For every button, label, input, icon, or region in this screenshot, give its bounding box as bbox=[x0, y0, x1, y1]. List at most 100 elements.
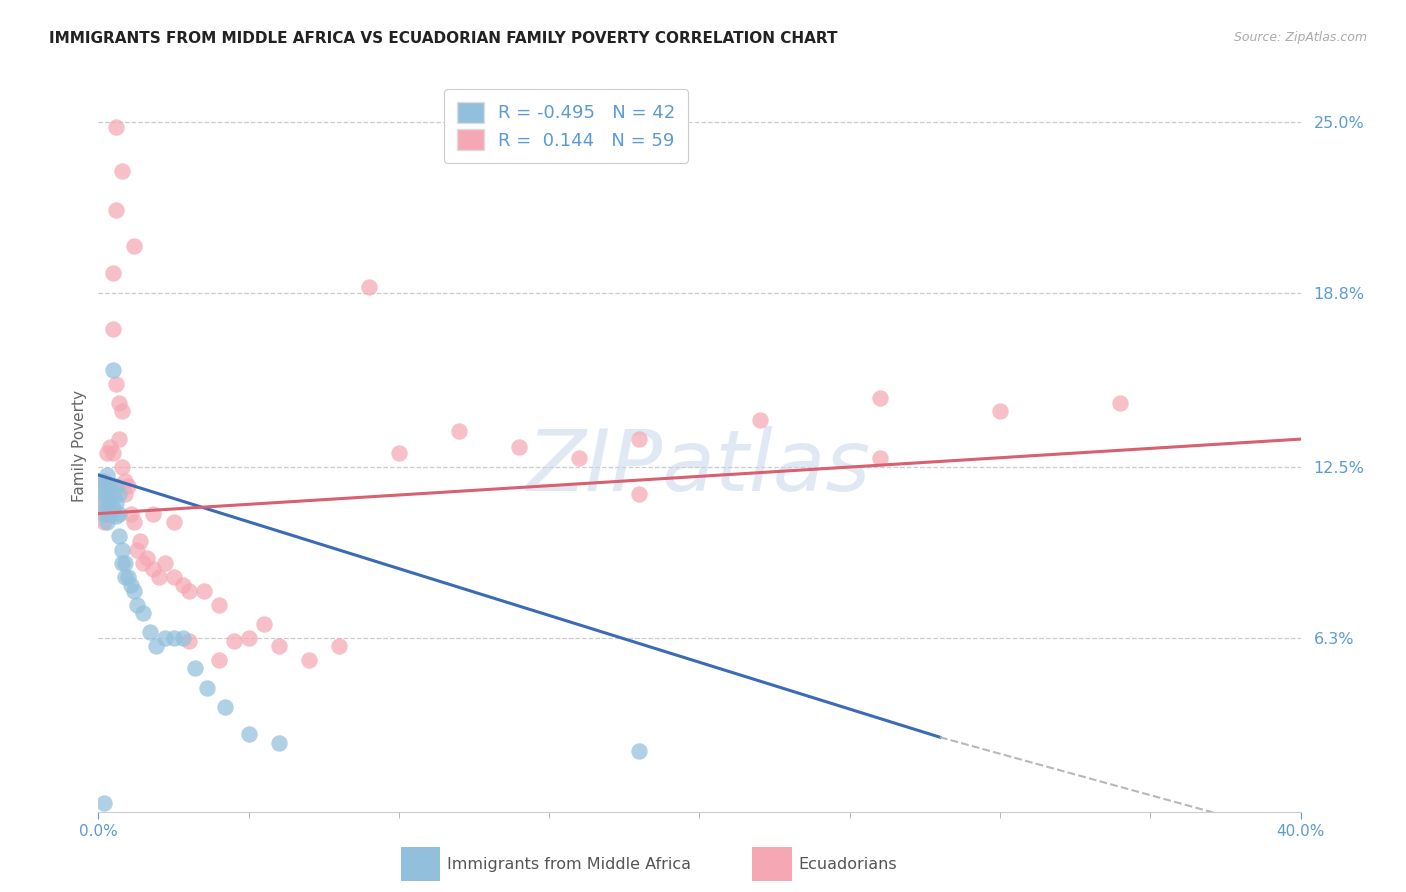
Point bbox=[100, 507, 122, 521]
Point bbox=[93, 797, 115, 811]
Point bbox=[103, 487, 125, 501]
Legend: R = -0.495   N = 42, R =  0.144   N = 59: R = -0.495 N = 42, R = 0.144 N = 59 bbox=[444, 89, 688, 162]
Point bbox=[172, 578, 194, 592]
Point bbox=[388, 446, 411, 460]
Point bbox=[208, 653, 231, 667]
Point bbox=[93, 515, 115, 529]
Text: ZIPatlas: ZIPatlas bbox=[527, 426, 872, 509]
Point bbox=[298, 653, 321, 667]
Point bbox=[447, 424, 470, 438]
Text: Ecuadorians: Ecuadorians bbox=[799, 857, 897, 871]
Y-axis label: Family Poverty: Family Poverty bbox=[72, 390, 87, 502]
Point bbox=[988, 404, 1011, 418]
Point bbox=[127, 542, 149, 557]
Point bbox=[253, 617, 276, 632]
Point bbox=[628, 744, 651, 758]
Point bbox=[195, 681, 218, 695]
Point bbox=[508, 441, 530, 455]
Point bbox=[135, 550, 157, 565]
Point bbox=[96, 446, 118, 460]
Point bbox=[121, 578, 143, 592]
Point bbox=[357, 280, 380, 294]
Point bbox=[100, 479, 122, 493]
Point bbox=[869, 451, 891, 466]
Point bbox=[193, 583, 215, 598]
Point bbox=[96, 479, 118, 493]
Point bbox=[1109, 396, 1132, 410]
Point bbox=[93, 487, 115, 501]
Point bbox=[124, 239, 146, 253]
Point bbox=[93, 474, 115, 488]
Point bbox=[111, 542, 134, 557]
Point bbox=[208, 598, 231, 612]
Point bbox=[129, 534, 152, 549]
Point bbox=[108, 432, 131, 446]
Text: IMMIGRANTS FROM MIDDLE AFRICA VS ECUADORIAN FAMILY POVERTY CORRELATION CHART: IMMIGRANTS FROM MIDDLE AFRICA VS ECUADOR… bbox=[49, 31, 838, 46]
Point bbox=[100, 479, 122, 493]
Point bbox=[141, 562, 163, 576]
Point bbox=[132, 606, 155, 620]
Point bbox=[111, 404, 134, 418]
Point bbox=[103, 267, 125, 281]
Point bbox=[141, 507, 163, 521]
Point bbox=[103, 321, 125, 335]
Point bbox=[108, 507, 131, 521]
Point bbox=[90, 492, 112, 507]
Point bbox=[267, 639, 290, 653]
Point bbox=[105, 120, 128, 135]
Point bbox=[96, 501, 118, 516]
Point bbox=[96, 487, 118, 501]
Point bbox=[148, 570, 170, 584]
Point bbox=[111, 557, 134, 571]
Point bbox=[177, 633, 200, 648]
Point bbox=[105, 509, 128, 524]
Point bbox=[103, 501, 125, 516]
Point bbox=[238, 727, 260, 741]
Point bbox=[222, 633, 245, 648]
Point bbox=[93, 507, 115, 521]
Point bbox=[568, 451, 591, 466]
Point bbox=[90, 474, 112, 488]
Point bbox=[108, 529, 131, 543]
Point bbox=[121, 507, 143, 521]
Text: Source: ZipAtlas.com: Source: ZipAtlas.com bbox=[1233, 31, 1367, 45]
Point bbox=[162, 631, 184, 645]
Point bbox=[100, 495, 122, 509]
Point bbox=[328, 639, 350, 653]
Point bbox=[153, 631, 176, 645]
Point bbox=[114, 487, 136, 501]
Point bbox=[111, 459, 134, 474]
Point bbox=[90, 501, 112, 516]
Point bbox=[238, 631, 260, 645]
Point bbox=[114, 474, 136, 488]
Point bbox=[117, 479, 139, 493]
Point bbox=[145, 639, 167, 653]
Point bbox=[162, 515, 184, 529]
Point bbox=[93, 479, 115, 493]
Point bbox=[100, 441, 122, 455]
Point bbox=[105, 479, 128, 493]
Point bbox=[124, 583, 146, 598]
Point bbox=[628, 487, 651, 501]
Point bbox=[162, 570, 184, 584]
Point bbox=[153, 557, 176, 571]
Point bbox=[748, 413, 770, 427]
Point bbox=[117, 570, 139, 584]
Point bbox=[138, 625, 160, 640]
Point bbox=[114, 570, 136, 584]
Point bbox=[628, 432, 651, 446]
Point bbox=[96, 467, 118, 482]
Point bbox=[103, 446, 125, 460]
Point bbox=[103, 363, 125, 377]
Point bbox=[105, 376, 128, 391]
Point bbox=[108, 396, 131, 410]
Point bbox=[132, 557, 155, 571]
Point bbox=[172, 631, 194, 645]
Point bbox=[214, 699, 236, 714]
Point bbox=[96, 507, 118, 521]
Point bbox=[177, 583, 200, 598]
Point bbox=[127, 598, 149, 612]
Point bbox=[108, 487, 131, 501]
Point bbox=[105, 495, 128, 509]
Point bbox=[869, 391, 891, 405]
